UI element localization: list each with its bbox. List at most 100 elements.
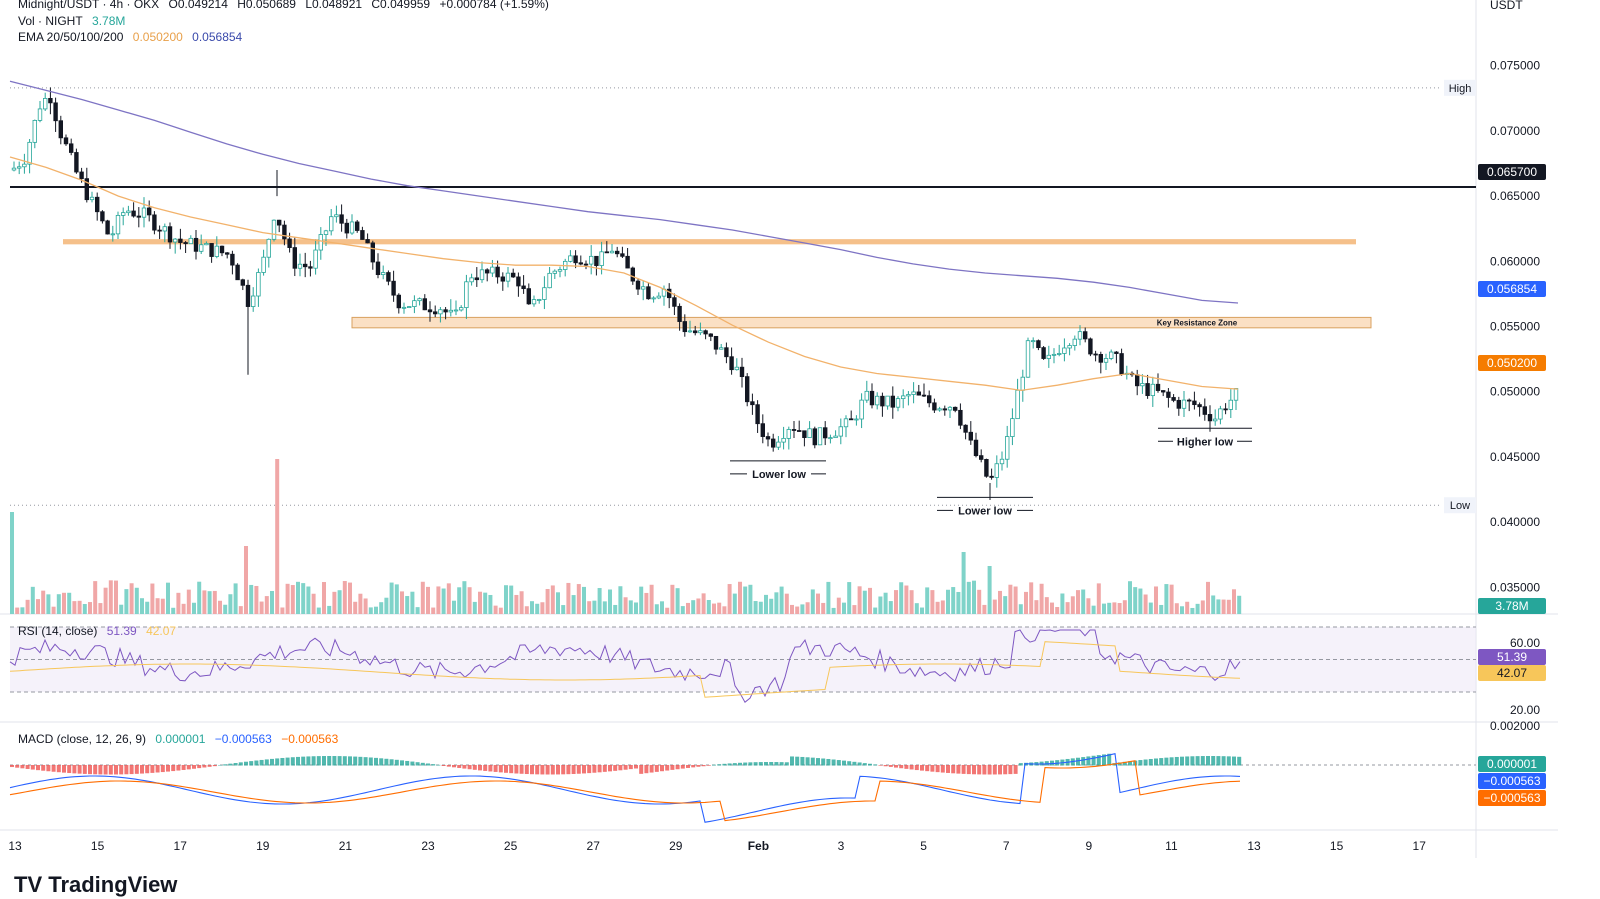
symbol-title[interactable]: Midnight/USDT · 4h · OKX — [18, 0, 160, 11]
price-tick-label: 0.045000 — [1490, 450, 1540, 464]
volume-bar — [571, 595, 576, 614]
candle-body — [271, 219, 277, 240]
volume-bar — [639, 586, 644, 614]
candle-body — [95, 196, 100, 213]
volume-bar — [1003, 596, 1008, 614]
macd-hist-bar — [909, 765, 914, 770]
volume-bar — [290, 585, 295, 614]
candle-body — [646, 286, 651, 300]
candle-body — [1140, 383, 1145, 387]
macd-hist-bar — [634, 765, 638, 769]
ohlc-change: +0.000784 (+1.59%) — [439, 0, 549, 11]
ema200-value: 0.056854 — [192, 30, 243, 44]
candle-body — [432, 311, 438, 315]
candle-body — [927, 395, 932, 404]
currency-label[interactable]: USDT — [1490, 0, 1523, 12]
macd-hist-bar — [368, 757, 373, 766]
volume-bar — [831, 607, 836, 614]
macd-hist-bar — [1195, 756, 1200, 766]
volume-bar — [821, 602, 826, 614]
volume-bar — [836, 597, 841, 614]
volume-bar — [582, 586, 586, 614]
macd-hist-bar — [472, 765, 477, 770]
volume-bar — [587, 601, 592, 614]
volume-bar — [134, 587, 139, 614]
ohlc-close: C0.049959 — [371, 0, 431, 11]
volume-bar — [462, 581, 467, 614]
macd-hist-bar — [452, 765, 456, 768]
macd-line — [9, 753, 1241, 823]
candle-body — [490, 266, 495, 274]
candle-body — [750, 401, 755, 406]
candle-body — [984, 459, 989, 477]
macd-hist-bar — [623, 765, 628, 770]
macd-hist-bar — [150, 765, 155, 773]
macd-hist-bar — [410, 761, 415, 766]
candle-body — [526, 288, 531, 305]
candle-body — [620, 253, 625, 257]
annotation-label: Lower low — [752, 469, 806, 481]
ema-label[interactable]: EMA 20/50/100/200 — [18, 30, 124, 44]
candle-body — [198, 244, 204, 252]
candle-body — [542, 287, 547, 300]
macd-hist-bar — [296, 756, 300, 766]
candle-body — [703, 330, 708, 335]
volume-bar — [826, 581, 831, 614]
volume-bar — [930, 590, 935, 614]
macd-hist-bar — [618, 765, 623, 771]
volume-label[interactable]: Vol · NIGHT — [18, 14, 83, 28]
volume-bar — [342, 581, 347, 614]
zones: Key Resistance Zone — [63, 239, 1372, 329]
volume-bar — [717, 602, 722, 614]
candle-body — [1077, 331, 1083, 340]
volume-bar — [332, 591, 337, 614]
macd-hist-bar — [743, 762, 748, 766]
macd-hist-bar — [628, 765, 633, 770]
volume-bar — [238, 606, 243, 614]
volume-bar — [493, 605, 498, 614]
candle-body — [578, 262, 583, 265]
macd-hist-bar — [72, 765, 77, 774]
candle-body — [334, 214, 339, 218]
volume-bar — [1200, 600, 1205, 614]
macd-label[interactable]: MACD (close, 12, 26, 9) — [18, 732, 147, 746]
volume-bar — [171, 607, 176, 614]
volume-bar — [1008, 584, 1013, 614]
candle-body — [146, 207, 152, 216]
rsi-label[interactable]: RSI (14, close) — [18, 624, 98, 638]
candle-body — [22, 163, 27, 168]
volume-bar — [46, 594, 51, 614]
candle-body — [495, 266, 500, 278]
volume-bar — [207, 591, 212, 614]
volume-bar — [1029, 582, 1034, 614]
candle-body — [323, 230, 329, 235]
volume-bar — [410, 591, 415, 614]
macd-hist-bar — [1086, 756, 1091, 766]
macd-hist-bar — [738, 762, 742, 766]
candle-body — [115, 214, 121, 235]
volume-bar — [878, 596, 883, 614]
macd-hist-bar — [904, 765, 909, 769]
macd-hist-bar — [441, 765, 446, 766]
macd-hist-bar — [717, 764, 722, 766]
macd-hist-value: 0.000001 — [155, 732, 206, 746]
macd-hist-bar — [758, 762, 763, 766]
rsi-tag: 51.39 — [1478, 649, 1546, 665]
volume-bar — [400, 591, 404, 614]
volume-bar — [816, 593, 820, 614]
symbol-legend: Midnight/USDT · 4h · OKX O0.049214 H0.05… — [18, 0, 555, 12]
volume-bar — [394, 584, 399, 614]
candle-body — [989, 475, 994, 478]
volume-bar — [634, 602, 638, 614]
macd-signal-value: −0.000563 — [281, 732, 339, 746]
macd-hist-bar — [602, 765, 607, 772]
macd-hist-bar — [691, 765, 696, 768]
annotation-label: Higher low — [1177, 436, 1234, 448]
macd-hist-bar — [883, 765, 888, 767]
candle-body — [1051, 353, 1057, 356]
macd-hist-bar — [920, 765, 924, 771]
candle-body — [1135, 374, 1140, 387]
candle-body — [869, 390, 875, 406]
macd-hist-bar — [290, 757, 295, 766]
